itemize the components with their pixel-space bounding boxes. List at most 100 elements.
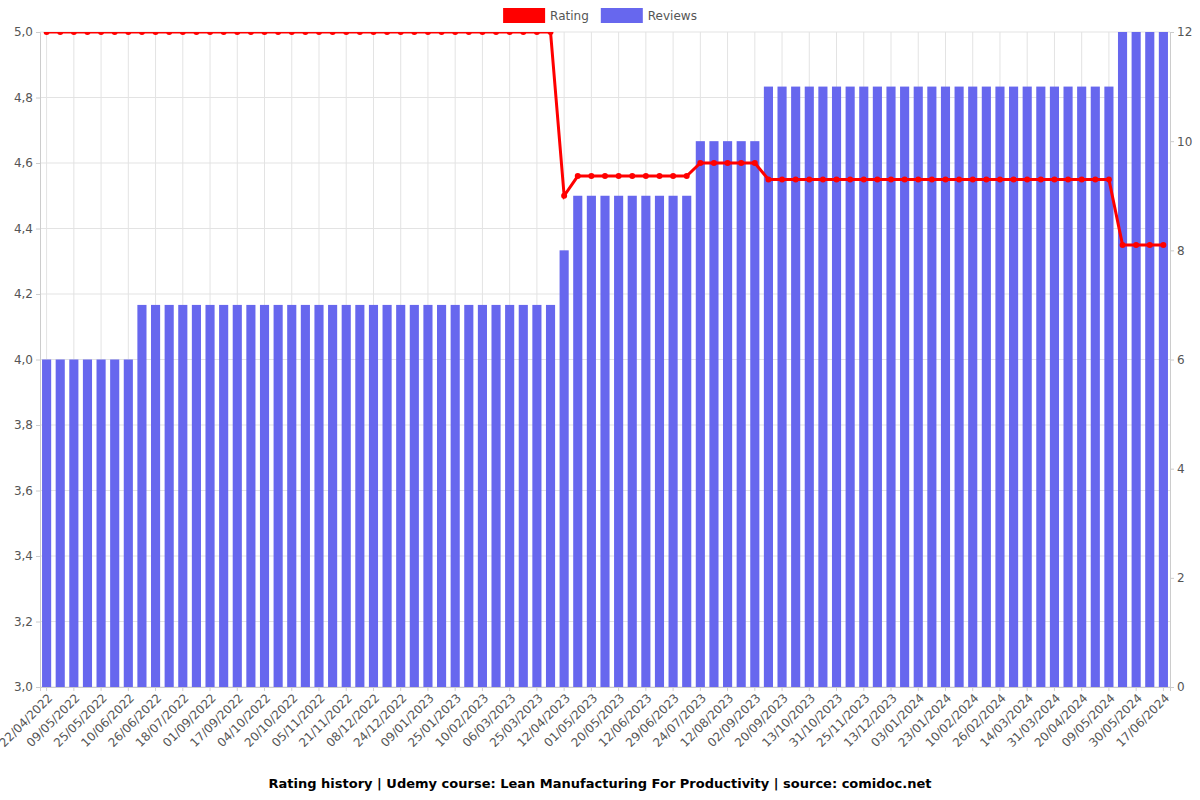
bar <box>955 87 964 687</box>
tick-label: 3,8 <box>14 418 33 432</box>
marker <box>1024 176 1030 182</box>
tick-label: 5,0 <box>14 25 33 39</box>
line <box>47 32 1164 245</box>
tick: 3,0 <box>14 680 40 694</box>
tick-mark <box>1170 32 1174 33</box>
marker <box>725 160 731 166</box>
marker <box>874 176 880 182</box>
bar <box>437 305 446 687</box>
tick: 6 <box>1170 353 1185 367</box>
axis-line <box>1171 33 1175 688</box>
marker <box>343 32 349 35</box>
tick-mark <box>373 687 374 691</box>
tick: 3,6 <box>14 484 40 498</box>
tick-mark <box>346 687 347 691</box>
tick: 4,8 <box>14 91 40 105</box>
legend-item: Rating <box>503 8 589 23</box>
marker <box>507 32 513 35</box>
marker <box>1106 176 1112 182</box>
tick-mark <box>155 687 156 691</box>
bar <box>1063 87 1072 687</box>
tick-mark <box>36 229 40 230</box>
tick-mark <box>36 687 40 688</box>
bar <box>600 196 609 687</box>
tick-mark <box>482 687 483 691</box>
bar <box>369 305 378 687</box>
bar <box>859 87 868 687</box>
legend-swatch <box>503 8 545 23</box>
bar <box>777 87 786 687</box>
marker <box>71 32 77 35</box>
tick-label: 4,8 <box>14 91 33 105</box>
tick: 8 <box>1170 244 1185 258</box>
tick-mark <box>291 687 292 691</box>
bar <box>83 360 92 688</box>
tick-mark <box>36 98 40 99</box>
marker <box>711 160 717 166</box>
legend-label: Rating <box>550 9 589 23</box>
bar <box>69 360 78 688</box>
tick-label: 12 <box>1177 25 1192 39</box>
marker <box>44 32 50 35</box>
marker <box>439 32 445 35</box>
tick-label: 4 <box>1177 462 1185 476</box>
bar <box>560 250 569 687</box>
marker <box>153 32 159 35</box>
marker <box>779 176 785 182</box>
bar <box>301 305 310 687</box>
bar <box>314 305 323 687</box>
marker <box>806 176 812 182</box>
legend-label: Reviews <box>648 9 697 23</box>
bar <box>491 305 500 687</box>
marker <box>316 32 322 35</box>
marker <box>847 176 853 182</box>
bar <box>165 305 174 687</box>
tick-mark <box>1170 360 1174 361</box>
marker <box>479 32 485 35</box>
tick-mark <box>945 687 946 691</box>
legend: Rating Reviews <box>503 8 697 23</box>
marker <box>302 32 308 35</box>
tick-mark <box>1170 250 1174 251</box>
bar <box>587 196 596 687</box>
marker <box>98 32 104 35</box>
bar-series <box>42 32 1168 687</box>
bar <box>328 305 337 687</box>
tick-mark <box>836 687 837 691</box>
tick-mark <box>36 622 40 623</box>
marker <box>684 173 690 179</box>
bar <box>682 196 691 687</box>
tick-label: 4,4 <box>14 222 33 236</box>
marker <box>221 32 227 35</box>
tick-mark <box>1170 141 1174 142</box>
tick-mark <box>809 687 810 691</box>
tick-label: 3,6 <box>14 484 33 498</box>
tick-mark <box>1081 687 1082 691</box>
bar <box>737 141 746 687</box>
tick-mark <box>673 687 674 691</box>
tick: 12 <box>1170 25 1192 39</box>
bar <box>995 87 1004 687</box>
tick-mark <box>972 687 973 691</box>
title: Rating history | Udemy course: Lean Manu… <box>269 776 932 791</box>
marker <box>942 176 948 182</box>
tick-mark <box>1163 687 1164 691</box>
tick: 4,6 <box>14 156 40 170</box>
marker <box>425 32 431 35</box>
tick-mark <box>36 556 40 557</box>
tick: 2 <box>1170 571 1185 585</box>
tick-label: 2 <box>1177 571 1185 585</box>
marker <box>820 176 826 182</box>
marker <box>929 176 935 182</box>
marker <box>956 176 962 182</box>
tick-label: 6 <box>1177 353 1185 367</box>
grid <box>40 32 1170 687</box>
tick: 4,0 <box>14 353 40 367</box>
bar <box>655 196 664 687</box>
tick-mark <box>36 425 40 426</box>
marker <box>112 32 118 35</box>
bar <box>1050 87 1059 687</box>
tick-mark <box>918 687 919 691</box>
bar <box>110 360 119 688</box>
bar <box>873 87 882 687</box>
